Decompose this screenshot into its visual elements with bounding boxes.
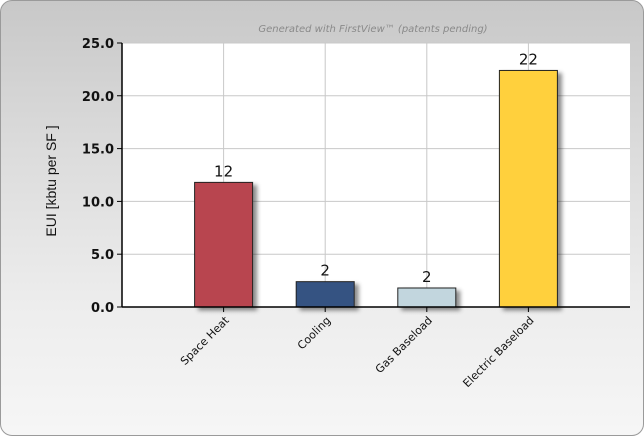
bar-data-label: 12: [214, 162, 233, 180]
bar-data-label: 22: [519, 50, 538, 68]
y-tick-label: 10.0: [82, 195, 114, 210]
bar: [194, 181, 254, 308]
bar-data-label: 2: [422, 268, 432, 286]
bar: [295, 281, 355, 308]
y-axis-label: EUI [kbtu per SF ]: [43, 125, 59, 236]
bar-data-label: 2: [320, 262, 330, 280]
chart-subtitle: Generated with FirstView™ (patents pendi…: [258, 24, 487, 35]
y-tick-label: 20.0: [82, 90, 114, 105]
x-category-label: Electric Baseload: [460, 314, 536, 390]
x-category-label: Space Heat: [178, 313, 232, 367]
y-tick-label: 15.0: [82, 143, 114, 158]
bar: [397, 287, 457, 308]
y-tick-label: 25.0: [82, 37, 114, 52]
y-tick-label: 5.0: [91, 248, 114, 263]
bar: [498, 69, 558, 308]
y-tick-label: 0.0: [91, 301, 114, 316]
x-category-label: Cooling: [295, 314, 333, 352]
x-category-label: Gas Baseload: [373, 314, 435, 376]
